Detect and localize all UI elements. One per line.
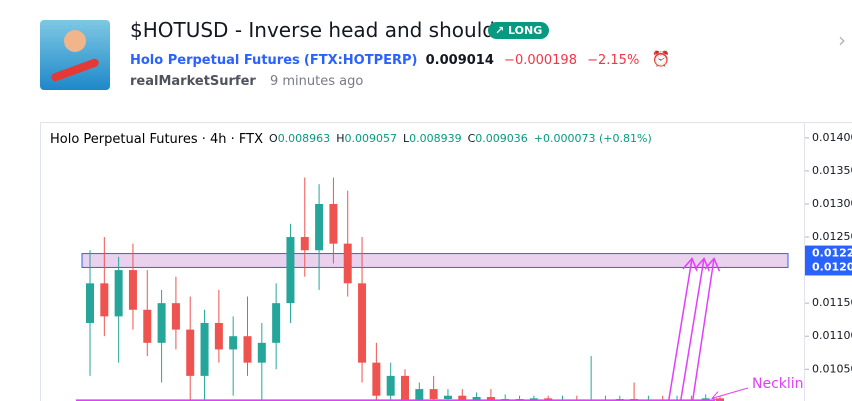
price-flag-label: 0.01204 xyxy=(812,260,852,273)
price-flag xyxy=(805,245,852,262)
target-zone[interactable] xyxy=(81,253,789,268)
candle-body xyxy=(386,375,395,396)
candle-body xyxy=(429,389,438,400)
next-arrow[interactable]: › xyxy=(838,28,846,52)
candle-body xyxy=(114,270,123,317)
badge-text: LONG xyxy=(508,24,543,37)
author[interactable]: realMarketSurfer xyxy=(130,74,256,89)
candle-body xyxy=(243,336,252,363)
chart-legend: Holo Perpetual Futures · 4h · FTX O0.0089… xyxy=(50,132,652,147)
candle-body xyxy=(200,322,209,376)
candle-body xyxy=(472,397,481,401)
candle-body xyxy=(443,395,452,400)
ohlc-key: O xyxy=(269,132,278,145)
candle-body xyxy=(229,336,238,350)
ohlc-key: C xyxy=(468,132,476,145)
candle-body xyxy=(358,283,367,363)
candle-body xyxy=(329,203,338,244)
candle-body xyxy=(401,375,409,401)
avatar[interactable] xyxy=(40,20,110,90)
legend-title: Holo Perpetual Futures · 4h · FTX xyxy=(50,132,263,147)
candle-body xyxy=(186,329,195,376)
candle-body xyxy=(143,309,152,343)
candle-body xyxy=(157,303,166,343)
price-flag-label: 0.01225 xyxy=(812,247,852,260)
price-flag xyxy=(805,259,852,276)
candle-body xyxy=(100,283,109,317)
ohlc-value: 0.008963 xyxy=(278,132,331,145)
ohlc-value: 0.008939 xyxy=(409,132,462,145)
symbol-link[interactable]: (FTX:HOTPERP) xyxy=(303,53,418,68)
change-pct: −2.15% xyxy=(587,53,640,68)
ohlc-change: +0.000073 (+0.81%) xyxy=(534,132,652,145)
candle-body xyxy=(458,395,467,401)
candle-body xyxy=(415,389,424,401)
projection-arrow[interactable] xyxy=(667,259,692,401)
timestamp: 9 minutes ago xyxy=(269,74,364,89)
ohlc-key: L xyxy=(403,132,410,145)
ohlc-key: H xyxy=(336,132,344,145)
projection-arrow[interactable] xyxy=(691,259,714,401)
ohlc-value: 0.009057 xyxy=(344,132,397,145)
author-line: realMarketSurfer 9 minutes ago xyxy=(130,74,363,89)
candle-body xyxy=(372,362,381,396)
instrument-link[interactable]: Holo Perpetual Futures xyxy=(130,53,300,68)
candle-body xyxy=(86,283,94,323)
symbol-line: Holo Perpetual Futures (FTX:HOTPERP) 0.0… xyxy=(130,50,670,68)
candle-body xyxy=(300,237,309,251)
candle-body xyxy=(128,270,137,310)
candle-body xyxy=(315,203,324,251)
label-pointer xyxy=(712,387,749,398)
ohlc-value: 0.009036 xyxy=(475,132,528,145)
candle-body xyxy=(486,397,495,401)
idea-title: $HOTUSD - Inverse head and shoulders xyxy=(130,18,526,42)
alert-icon[interactable]: ⏰ xyxy=(651,50,671,68)
candle-body xyxy=(257,342,266,363)
long-badge: ↗ LONG xyxy=(488,22,550,39)
candle-body xyxy=(171,303,180,330)
candle-body xyxy=(286,237,295,304)
change: −0.000198 xyxy=(504,53,577,68)
neckline-label: Neckline xyxy=(752,376,812,392)
chart-frame xyxy=(40,122,852,401)
candle-body xyxy=(272,303,281,343)
candle-body xyxy=(214,322,223,350)
candle-body xyxy=(343,243,352,284)
projection-arrow[interactable] xyxy=(679,259,704,401)
price: 0.009014 xyxy=(425,53,494,68)
